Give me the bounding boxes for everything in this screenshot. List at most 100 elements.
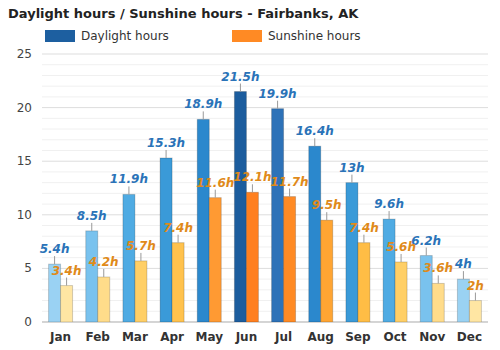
- bar: [284, 197, 296, 322]
- minor-grid-line: [42, 139, 488, 140]
- legend-swatch: [45, 30, 75, 42]
- x-tick-label: Oct: [384, 330, 407, 344]
- x-tick-label: Mar: [122, 330, 148, 344]
- data-label: 18.9h: [184, 97, 222, 111]
- label-leader: [66, 278, 67, 286]
- bar: [172, 243, 184, 322]
- minor-grid-line: [42, 204, 488, 205]
- bar: [469, 301, 481, 322]
- legend-swatch: [232, 30, 262, 42]
- minor-grid-line: [42, 150, 488, 151]
- bar: [432, 283, 444, 322]
- legend: Daylight hours Sunshine hours: [45, 29, 361, 43]
- bar: [234, 92, 246, 322]
- data-label: 7.4h: [163, 221, 193, 235]
- label-leader: [401, 254, 402, 262]
- grid-line: [42, 161, 488, 162]
- x-tick-label: Apr: [160, 330, 184, 344]
- grid-line: [42, 54, 488, 55]
- y-tick-label: 25: [17, 47, 32, 61]
- label-leader: [252, 184, 253, 192]
- label-leader: [326, 212, 327, 220]
- bar: [209, 198, 221, 322]
- x-tick-label: Sep: [345, 330, 371, 344]
- chart: Daylight hours / Sunshine hours - Fairba…: [0, 0, 500, 350]
- data-label: 5.6h: [386, 240, 416, 254]
- data-label: 2h: [467, 279, 484, 293]
- data-label: 11.9h: [110, 172, 148, 186]
- minor-grid-line: [42, 118, 488, 119]
- label-leader: [203, 111, 204, 119]
- x-tick-label: Jan: [49, 330, 71, 344]
- label-leader: [475, 293, 476, 301]
- minor-grid-line: [42, 64, 488, 65]
- label-leader: [215, 190, 216, 198]
- minor-grid-line: [42, 75, 488, 76]
- y-tick-label: 0: [24, 315, 32, 329]
- data-label: 15.3h: [147, 136, 185, 150]
- label-leader: [438, 275, 439, 283]
- data-label: 19.9h: [259, 87, 297, 101]
- x-tick-label: Dec: [457, 330, 482, 344]
- label-leader: [426, 248, 427, 256]
- label-leader: [463, 271, 464, 279]
- label-leader: [140, 253, 141, 261]
- legend-label: Sunshine hours: [268, 29, 361, 43]
- bar: [98, 277, 110, 322]
- data-label: 9.6h: [374, 197, 404, 211]
- data-label: 11.6h: [196, 176, 234, 190]
- data-label: 5.7h: [126, 239, 156, 253]
- y-tick-label: 20: [17, 101, 32, 115]
- bar: [309, 146, 321, 322]
- label-leader: [91, 223, 92, 231]
- data-label: 21.5h: [221, 70, 259, 84]
- legend-label: Daylight hours: [81, 29, 169, 43]
- label-leader: [277, 101, 278, 109]
- bar: [123, 194, 135, 322]
- bar: [383, 219, 395, 322]
- bar: [246, 192, 258, 322]
- data-label: 16.4h: [296, 124, 334, 138]
- label-leader: [240, 84, 241, 92]
- minor-grid-line: [42, 129, 488, 130]
- grid-line: [42, 107, 488, 108]
- x-tick-label: Aug: [308, 330, 334, 344]
- x-tick-label: Jun: [235, 330, 258, 344]
- data-label: 3.6h: [423, 261, 453, 275]
- y-tick-label: 15: [17, 154, 32, 168]
- label-leader: [351, 175, 352, 183]
- label-leader: [389, 211, 390, 219]
- data-label: 4h: [454, 257, 472, 271]
- label-leader: [363, 235, 364, 243]
- bar: [160, 158, 172, 322]
- bar: [358, 243, 370, 322]
- bar: [135, 261, 147, 322]
- label-leader: [166, 150, 167, 158]
- data-label: 7.4h: [349, 221, 379, 235]
- bar: [346, 183, 358, 322]
- data-label: 12.1h: [233, 170, 271, 184]
- y-tick-label: 10: [17, 208, 32, 222]
- label-leader: [103, 269, 104, 277]
- data-label: 8.5h: [77, 209, 107, 223]
- minor-grid-line: [42, 193, 488, 194]
- grid: [42, 54, 488, 322]
- data-label: 4.2h: [88, 255, 119, 269]
- data-label: 13h: [339, 161, 364, 175]
- minor-grid-line: [42, 225, 488, 226]
- label-leader: [178, 235, 179, 243]
- data-label: 5.4h: [40, 242, 70, 256]
- bars: [49, 92, 482, 322]
- y-tick-label: 5: [24, 261, 32, 275]
- x-tick-label: Feb: [86, 330, 111, 344]
- data-label: 9.5h: [312, 198, 342, 212]
- data-labels: 5.4h 8.5h 11.9h 15.3h 18.9h 21.5h19.9h 16.4h 13…: [40, 70, 484, 301]
- x-tick-label: Jul: [274, 330, 292, 344]
- x-tick-label: May: [196, 330, 224, 344]
- data-label: 3.4h: [52, 264, 82, 278]
- x-tick-label: Nov: [419, 330, 445, 344]
- bar: [272, 109, 284, 322]
- label-leader: [314, 138, 315, 146]
- bar: [197, 119, 209, 322]
- label-leader: [128, 186, 129, 194]
